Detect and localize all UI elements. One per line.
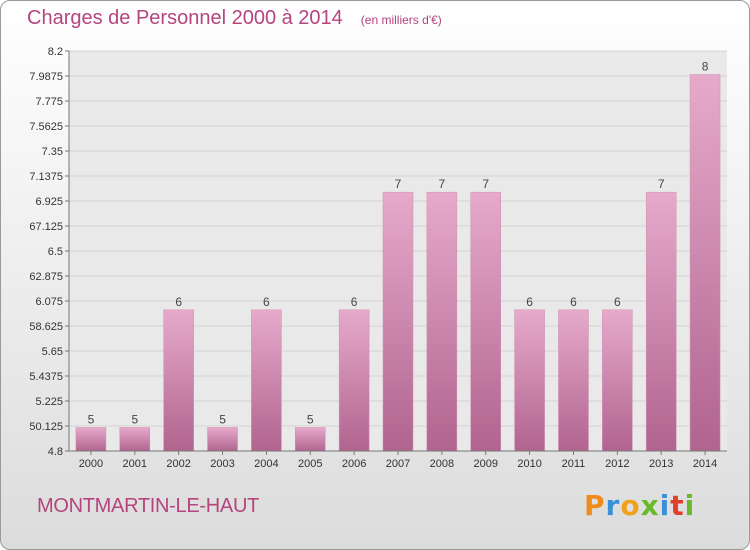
logo-letter: r	[605, 489, 621, 522]
y-tick-label: 7.775	[35, 96, 63, 108]
x-tick-label: 2014	[693, 458, 717, 470]
x-tick-label: 2000	[79, 458, 103, 470]
bar-2003	[207, 427, 238, 452]
y-tick-label: 7.5625	[29, 121, 63, 133]
x-tick-label: 2007	[386, 458, 410, 470]
bar-value-label: 5	[307, 412, 314, 426]
logo-letter: i	[684, 489, 696, 522]
bar-2013	[645, 191, 677, 452]
x-tick-label: 2001	[123, 458, 147, 470]
logo-letter: i	[659, 489, 671, 522]
y-tick-label: 58.625	[29, 321, 63, 333]
y-tick-label: 4.8	[48, 446, 63, 458]
bar-value-label: 8	[702, 60, 709, 74]
x-tick-label: 2009	[473, 458, 497, 470]
bar-2010	[514, 309, 545, 452]
logo-letter: o	[620, 489, 641, 522]
y-tick-label: 7.35	[42, 146, 63, 158]
bar-value-label: 6	[263, 295, 270, 309]
bar-value-label: 5	[219, 412, 226, 426]
bar-value-label: 5	[88, 412, 95, 426]
commune-name: MONTMARTIN-LE-HAUT	[37, 495, 260, 517]
logo-letter: P	[584, 489, 606, 522]
x-tick-label: 2002	[166, 458, 190, 470]
y-tick-label: 5.225	[35, 396, 63, 408]
x-tick-label: 2011	[562, 458, 586, 470]
logo-letter: x	[640, 489, 660, 522]
y-tick-label: 6.075	[35, 296, 63, 308]
bar-value-label: 7	[482, 177, 489, 191]
bar-value-label: 6	[570, 295, 577, 309]
y-tick-label: 5.65	[42, 346, 63, 358]
y-tick-label: 6.925	[35, 196, 63, 208]
y-tick-label: 62.875	[29, 271, 63, 283]
x-tick-label: 2006	[342, 458, 366, 470]
chart-subtitle: (en milliers d'€)	[360, 13, 442, 27]
x-tick-label: 2013	[649, 458, 673, 470]
bar-2011	[558, 309, 589, 452]
bar-2007	[382, 191, 414, 452]
bar-2012	[602, 309, 633, 452]
x-tick-label: 2005	[298, 458, 322, 470]
proxiti-logo[interactable]: Proxiti	[584, 489, 695, 522]
y-tick-label: 67.125	[29, 221, 63, 233]
bar-2005	[295, 427, 326, 452]
bar-2000	[75, 427, 107, 452]
x-tick-label: 2003	[210, 458, 234, 470]
chart-title-text: Charges de Personnel 2000 à 2014	[27, 7, 343, 29]
bar-value-label: 5	[131, 412, 138, 426]
y-tick-label: 5.4375	[29, 371, 63, 383]
y-tick-label: 8.2	[48, 46, 63, 58]
bar-value-label: 7	[658, 177, 665, 191]
bar-2006	[338, 309, 370, 452]
y-tick-label: 6.5	[48, 246, 63, 258]
logo-letter: t	[670, 489, 685, 522]
bar-value-label: 7	[395, 177, 402, 191]
bar-value-label: 6	[614, 295, 621, 309]
x-tick-label: 2010	[517, 458, 541, 470]
y-tick-label: 7.1375	[29, 171, 63, 183]
bar-2001	[119, 427, 151, 452]
bar-2009	[470, 191, 501, 452]
bar-value-label: 6	[175, 295, 182, 309]
bar-value-label: 6	[351, 295, 358, 309]
bar-2004	[251, 309, 282, 452]
y-tick-label: 50.125	[29, 421, 63, 433]
x-tick-label: 2004	[254, 458, 278, 470]
x-tick-label: 2008	[430, 458, 454, 470]
bar-value-label: 6	[526, 295, 533, 309]
bar-2008	[426, 191, 458, 452]
bar-2014	[689, 74, 721, 452]
chart-title: Charges de Personnel 2000 à 2014 (en mill…	[27, 7, 442, 30]
x-tick-label: 2012	[605, 458, 629, 470]
bar-value-label: 7	[439, 177, 446, 191]
bar-2002	[163, 309, 194, 452]
y-tick-label: 7.9875	[29, 71, 63, 83]
